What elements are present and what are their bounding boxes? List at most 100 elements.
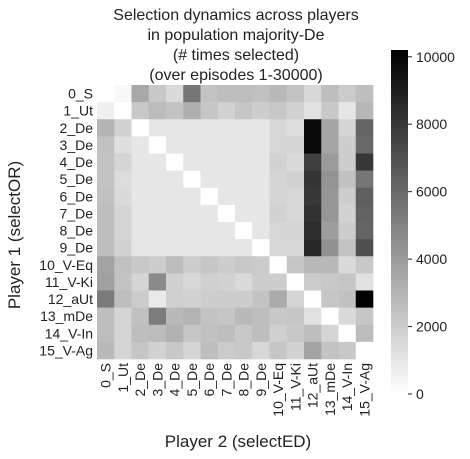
heatmap-cell-15-4	[166, 341, 184, 360]
heatmap-cell-10-9	[252, 256, 270, 274]
heatmap-cell-1-5	[183, 102, 201, 120]
heatmap-cell-3-11	[286, 136, 305, 154]
heatmap-cell-4-13	[321, 153, 339, 171]
heatmap-cell-12-11	[286, 290, 305, 308]
heatmap-cell-6-7	[217, 187, 236, 206]
heatmap-cell-1-7	[217, 102, 236, 120]
heatmap-cell-2-5	[183, 119, 201, 137]
y-tick-label: 5_De	[60, 171, 94, 187]
x-tick-label: 11_V-Ki	[287, 363, 303, 411]
heatmap-cell-1-14	[338, 102, 357, 120]
heatmap-cell-0-6	[200, 85, 219, 103]
heatmap-cell-2-2	[131, 119, 150, 137]
x-tick-label: 13_mDe	[322, 363, 338, 416]
heatmap-cell-14-11	[286, 324, 305, 343]
heatmap-cell-7-14	[338, 204, 357, 223]
heatmap-cell-0-7	[217, 85, 236, 103]
heatmap-cell-7-7	[217, 204, 236, 223]
heatmap-cell-12-9	[252, 290, 270, 308]
heatmap-cell-4-7	[217, 153, 236, 171]
heatmap-cell-14-13	[321, 324, 339, 343]
colorbar	[391, 50, 408, 394]
y-tick-label: 13_mDe	[40, 308, 93, 324]
heatmap-cell-8-2	[131, 222, 150, 240]
heatmap-cell-9-2	[131, 239, 150, 257]
heatmap-cell-13-4	[166, 307, 184, 326]
heatmap-cell-2-7	[217, 119, 236, 137]
heatmap-cell-7-6	[200, 204, 219, 223]
heatmap-cell-9-9	[252, 239, 270, 257]
heatmap-cell-9-8	[235, 239, 253, 257]
y-tick-label: 6_De	[60, 188, 94, 204]
x-axis-label: Player 2 (selectED)	[165, 432, 311, 451]
heatmap-cell-10-12	[304, 256, 322, 274]
heatmap-cell-3-9	[252, 136, 270, 154]
y-tick-label: 0_S	[68, 86, 93, 102]
heatmap-cell-8-3	[148, 222, 167, 240]
heatmap-cell-15-12	[304, 341, 322, 360]
heatmap-cell-3-14	[338, 136, 357, 154]
heatmap-cell-5-0	[97, 170, 115, 189]
x-tick-label: 5_De	[184, 363, 200, 397]
heatmap-cell-6-10	[269, 187, 288, 206]
heatmap-cell-10-1	[114, 256, 132, 274]
heatmap-cell-11-6	[200, 273, 219, 291]
heatmap-cell-0-14	[338, 85, 357, 103]
heatmap-cell-13-5	[183, 307, 201, 326]
heatmap-cell-6-12	[304, 187, 322, 206]
heatmap-cell-3-10	[269, 136, 288, 154]
heatmap-cell-8-15	[355, 222, 374, 240]
heatmap-cell-8-13	[321, 222, 339, 240]
heatmap-cell-14-7	[217, 324, 236, 343]
heatmap-cell-12-4	[166, 290, 184, 308]
heatmap-cell-14-10	[269, 324, 288, 343]
x-tick-label: 8_De	[236, 363, 252, 397]
heatmap-cell-5-12	[304, 170, 322, 189]
title-line-4: (over episodes 1-30000)	[149, 67, 322, 84]
heatmap-cell-15-7	[217, 341, 236, 360]
heatmap-cells	[97, 85, 374, 360]
heatmap-cell-8-8	[235, 222, 253, 240]
heatmap-cell-6-0	[97, 187, 115, 206]
heatmap-cell-3-2	[131, 136, 150, 154]
heatmap-cell-2-6	[200, 119, 219, 137]
heatmap-cell-5-6	[200, 170, 219, 189]
heatmap-cell-7-1	[114, 204, 132, 223]
heatmap-cell-8-1	[114, 222, 132, 240]
heatmap-cell-9-14	[338, 239, 357, 257]
heatmap-cell-2-14	[338, 119, 357, 137]
heatmap-cell-11-2	[131, 273, 150, 291]
heatmap-cell-15-3	[148, 341, 167, 360]
heatmap-cell-5-10	[269, 170, 288, 189]
heatmap-cell-13-14	[338, 307, 357, 326]
heatmap-cell-15-1	[114, 341, 132, 360]
heatmap-cell-8-7	[217, 222, 236, 240]
y-tick-label: 15_V-Ag	[39, 342, 93, 358]
heatmap-cell-9-12	[304, 239, 322, 257]
heatmap-cell-6-8	[235, 187, 253, 206]
heatmap-cell-1-0	[97, 102, 115, 120]
heatmap-cell-2-1	[114, 119, 132, 137]
heatmap-cell-8-9	[252, 222, 270, 240]
heatmap-cell-2-10	[269, 119, 288, 137]
heatmap-cell-11-11	[286, 273, 305, 291]
x-tick-label: 12_aUt	[305, 363, 321, 408]
heatmap-cell-0-10	[269, 85, 288, 103]
x-tick-label: 9_De	[253, 363, 269, 397]
heatmap-cell-7-12	[304, 204, 322, 223]
heatmap-cell-4-5	[183, 153, 201, 171]
heatmap-cell-12-8	[235, 290, 253, 308]
heatmap-cell-15-11	[286, 341, 305, 360]
heatmap-cell-9-13	[321, 239, 339, 257]
heatmap-cell-5-9	[252, 170, 270, 189]
heatmap-cell-10-3	[148, 256, 167, 274]
heatmap-cell-3-5	[183, 136, 201, 154]
heatmap-cell-14-12	[304, 324, 322, 343]
heatmap-cell-3-6	[200, 136, 219, 154]
heatmap-cell-14-8	[235, 324, 253, 343]
heatmap-cell-1-11	[286, 102, 305, 120]
heatmap-cell-7-5	[183, 204, 201, 223]
x-tick-label: 10_V-Eq	[270, 363, 286, 417]
heatmap-cell-2-11	[286, 119, 305, 137]
heatmap-cell-14-6	[200, 324, 219, 343]
